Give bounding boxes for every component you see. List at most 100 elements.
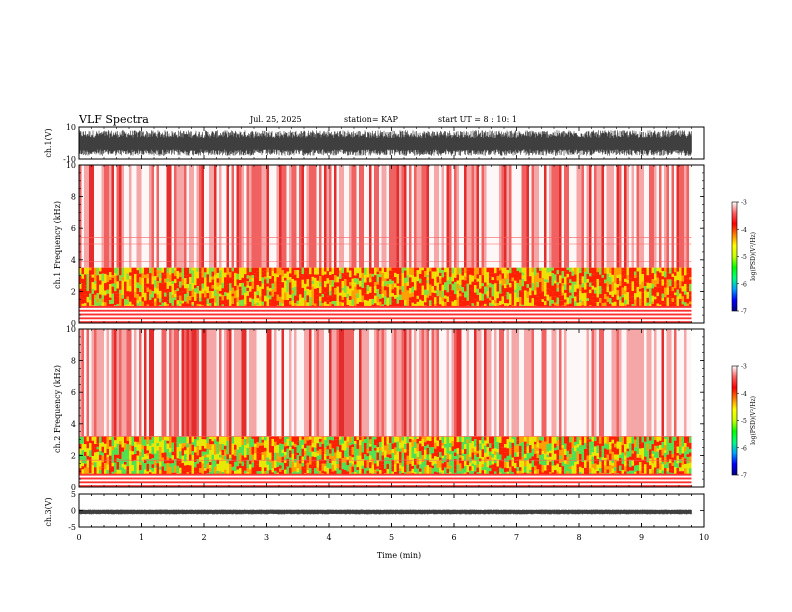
spectrogram-column	[166, 165, 169, 268]
spectrogram-cell	[464, 297, 467, 305]
spectrogram-cell	[689, 295, 692, 302]
spectrogram-column	[291, 329, 294, 437]
spectrogram-column	[151, 165, 154, 268]
spectrogram-cell	[99, 436, 102, 444]
spectrogram-cell	[524, 436, 527, 442]
spectrogram-cell	[306, 288, 309, 293]
spectrogram-cell	[306, 279, 309, 287]
spectrogram-column	[371, 329, 374, 437]
spectrogram-cell	[164, 440, 167, 445]
spectrogram-cell	[249, 272, 252, 276]
spectrogram-cell	[211, 448, 214, 455]
spectrogram-cell	[174, 290, 177, 294]
spectrogram-column	[411, 329, 414, 437]
spectrogram-cell	[534, 449, 537, 454]
spectrogram-cell	[124, 436, 127, 444]
spectrogram-column	[459, 329, 462, 437]
spectrogram-cell	[399, 451, 402, 458]
spectrogram-cell	[606, 267, 609, 274]
spectrogram-column	[219, 165, 222, 268]
spectrogram-cell	[556, 284, 559, 289]
spectrogram-column	[284, 165, 287, 268]
spectrogram-cell	[129, 291, 132, 295]
spectrogram-cell	[329, 267, 332, 272]
spectrogram-cell	[331, 286, 334, 294]
spectrogram-cell	[226, 267, 229, 275]
spectrogram-cell	[471, 267, 474, 276]
spectrogram-column	[209, 329, 212, 437]
spectrogram-cell	[404, 462, 407, 467]
spectrogram-cell	[176, 442, 179, 448]
spectrogram-cell	[654, 290, 657, 297]
spectrogram-cell	[261, 439, 264, 443]
spectrogram-column	[606, 165, 609, 268]
spectrogram-cell	[296, 452, 299, 456]
spectrogram-cell	[326, 436, 329, 444]
spectrogram-column	[259, 329, 262, 437]
spectrogram-cell	[306, 295, 309, 303]
spectrogram-cell	[501, 304, 504, 308]
spectrogram-column	[619, 329, 622, 437]
spectrogram-cell	[106, 457, 109, 460]
spectrogram-cell	[604, 299, 607, 303]
spectrogram-cell	[456, 453, 459, 461]
spectrogram-cell	[579, 439, 582, 446]
spectrogram-cell	[406, 471, 409, 475]
spectrogram-cell	[491, 296, 494, 301]
spectrogram-cell	[689, 279, 692, 284]
spectrogram-column	[386, 329, 389, 437]
spectrogram-cell	[604, 448, 607, 455]
spectrogram-cell	[636, 302, 639, 308]
spectrogram-cell	[286, 448, 289, 454]
spectrogram-cell	[86, 455, 89, 460]
spectrogram-cell	[134, 279, 137, 285]
spectrogram-column	[261, 165, 264, 268]
spectrogram-cell	[466, 289, 469, 295]
spectrogram-cell	[396, 470, 399, 475]
spectrogram-cell	[169, 285, 172, 293]
spectrogram-cell	[539, 464, 542, 471]
spectrogram-cell	[376, 296, 379, 303]
spectrogram-cell	[529, 267, 532, 274]
spectrogram-cell	[579, 294, 582, 300]
spectrogram-cell	[199, 301, 202, 305]
spectrogram-cell	[591, 441, 594, 449]
spectrogram-cell	[351, 290, 354, 295]
spectrogram-cell	[166, 291, 169, 295]
spectrogram-cell	[171, 448, 174, 452]
spectrogram-cell	[109, 294, 112, 298]
spectrogram-cell	[161, 290, 164, 294]
spectrogram-cell	[536, 469, 539, 475]
spectrogram-cell	[239, 283, 242, 287]
spectrogram-cell	[564, 276, 567, 285]
spectrogram-cell	[436, 267, 439, 274]
spectrogram-cell	[156, 298, 159, 306]
spectrogram-cell	[81, 463, 84, 467]
spectrogram-cell	[404, 449, 407, 453]
spectrogram-cell	[451, 436, 454, 442]
spectrogram-cell	[604, 283, 607, 291]
spectrogram-cell	[174, 436, 177, 443]
spectrogram-cell	[606, 466, 609, 470]
spectrogram-cell	[284, 285, 287, 293]
spectrogram-cell	[149, 273, 152, 279]
spectrogram-cell	[211, 436, 214, 442]
spectrogram-cell	[119, 441, 122, 445]
spectrogram-cell	[469, 470, 472, 475]
spectrogram-column	[521, 165, 524, 268]
spectrogram-cell	[526, 303, 529, 308]
spectrogram-cell	[189, 454, 192, 461]
spectrogram-cell	[596, 436, 599, 443]
spectrogram-column	[446, 329, 449, 437]
spectrogram-cell	[149, 453, 152, 460]
spectrogram-cell	[534, 275, 537, 283]
spectrogram-cell	[549, 271, 552, 277]
spectrogram-cell	[201, 458, 204, 464]
spectrogram-cell	[346, 447, 349, 451]
spectrogram-cell	[389, 284, 392, 292]
spectrogram-cell	[141, 301, 144, 307]
spectrogram-cell	[604, 294, 607, 300]
spectrogram-cell	[144, 278, 147, 284]
spectrogram-cell	[689, 304, 692, 308]
spectrogram-column	[541, 165, 544, 268]
